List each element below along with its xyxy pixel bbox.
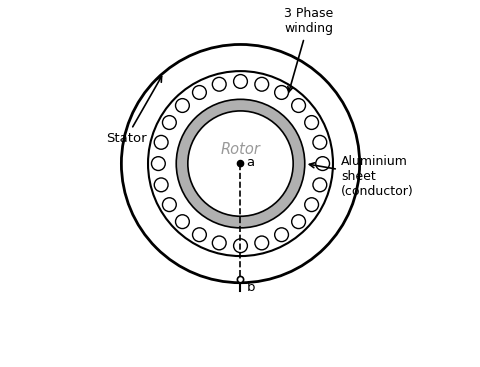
Circle shape xyxy=(175,215,189,229)
Text: Aluminium
sheet
(conductor): Aluminium sheet (conductor) xyxy=(309,155,413,198)
Circle shape xyxy=(291,99,305,112)
Circle shape xyxy=(312,135,326,149)
Circle shape xyxy=(175,99,189,112)
Circle shape xyxy=(154,135,168,149)
Circle shape xyxy=(212,77,226,91)
Circle shape xyxy=(237,160,243,167)
Circle shape xyxy=(121,44,359,283)
Circle shape xyxy=(304,116,318,130)
Circle shape xyxy=(212,236,226,250)
Circle shape xyxy=(162,116,176,130)
Text: 3 Phase
winding: 3 Phase winding xyxy=(284,7,333,92)
Circle shape xyxy=(233,75,247,88)
Circle shape xyxy=(315,157,329,171)
Text: Rotor: Rotor xyxy=(220,142,260,157)
Circle shape xyxy=(151,157,165,171)
Circle shape xyxy=(274,228,288,241)
Circle shape xyxy=(233,239,247,252)
Text: Stator: Stator xyxy=(106,76,161,145)
Circle shape xyxy=(154,178,168,192)
Circle shape xyxy=(192,228,206,241)
Circle shape xyxy=(192,115,288,212)
Text: b: b xyxy=(246,281,255,294)
Circle shape xyxy=(148,71,332,256)
Circle shape xyxy=(192,86,206,99)
Circle shape xyxy=(274,86,288,99)
Circle shape xyxy=(162,198,176,211)
Circle shape xyxy=(304,198,318,211)
Circle shape xyxy=(176,99,304,228)
Circle shape xyxy=(254,77,268,91)
Text: a: a xyxy=(246,156,254,169)
Circle shape xyxy=(291,215,305,229)
Circle shape xyxy=(312,178,326,192)
Circle shape xyxy=(237,276,243,283)
Circle shape xyxy=(254,236,268,250)
Circle shape xyxy=(188,111,292,216)
